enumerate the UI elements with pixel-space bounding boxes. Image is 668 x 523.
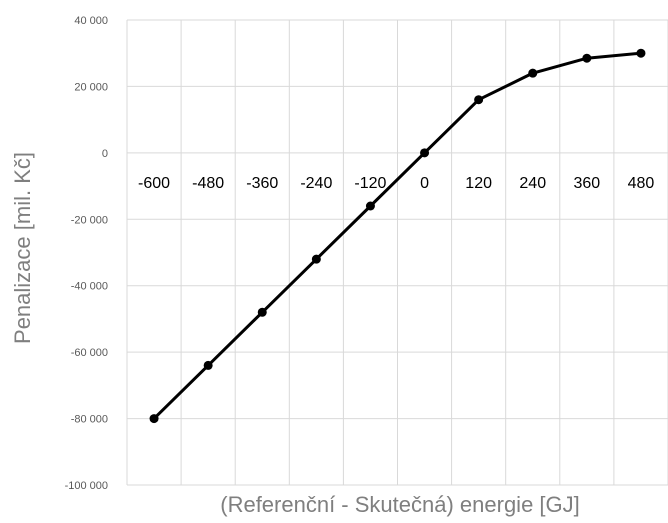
y-axis-title: Penalizace [mil. Kč] [10, 152, 35, 344]
x-tick-label: -480 [192, 175, 224, 192]
y-tick-label: -60 000 [71, 347, 108, 359]
x-tick-label: -600 [138, 175, 170, 192]
x-tick-label: -240 [300, 175, 332, 192]
data-point [528, 68, 538, 78]
y-tick-label: -80 000 [71, 414, 108, 426]
series [149, 48, 646, 424]
data-point [420, 148, 430, 158]
grid [126, 19, 668, 486]
y-tick-label: 20 000 [74, 81, 108, 93]
data-point [365, 201, 375, 211]
data-point [636, 48, 646, 58]
y-tick-label: 0 [102, 148, 108, 160]
y-tick-label: -40 000 [71, 281, 108, 293]
x-tick-label: 240 [519, 175, 546, 192]
series-line [152, 51, 642, 420]
data-point [203, 360, 213, 370]
y-axis-ticks: 40 000 20 000 0 -20 000 -40 000 -60 000 -80 00… [65, 15, 108, 492]
data-point [257, 307, 267, 317]
data-point [149, 414, 159, 424]
y-tick-label: 40 000 [74, 15, 108, 27]
x-tick-label: -360 [246, 175, 278, 192]
x-tick-label: -120 [354, 175, 386, 192]
data-point [582, 53, 592, 63]
x-tick-label: 0 [420, 175, 429, 192]
y-tick-label: -20 000 [71, 214, 108, 226]
x-axis-title: (Referenční - Skutečná) energie [GJ] [220, 492, 580, 517]
x-tick-label: 120 [465, 175, 492, 192]
data-point [474, 95, 484, 105]
x-tick-label: 480 [628, 175, 655, 192]
x-axis-ticks: -600 -480 -360 -240 -120 0 120 240 360 480 [138, 175, 654, 192]
y-tick-label: -100 000 [65, 480, 108, 492]
x-tick-label: 360 [573, 175, 600, 192]
data-point [311, 254, 321, 264]
